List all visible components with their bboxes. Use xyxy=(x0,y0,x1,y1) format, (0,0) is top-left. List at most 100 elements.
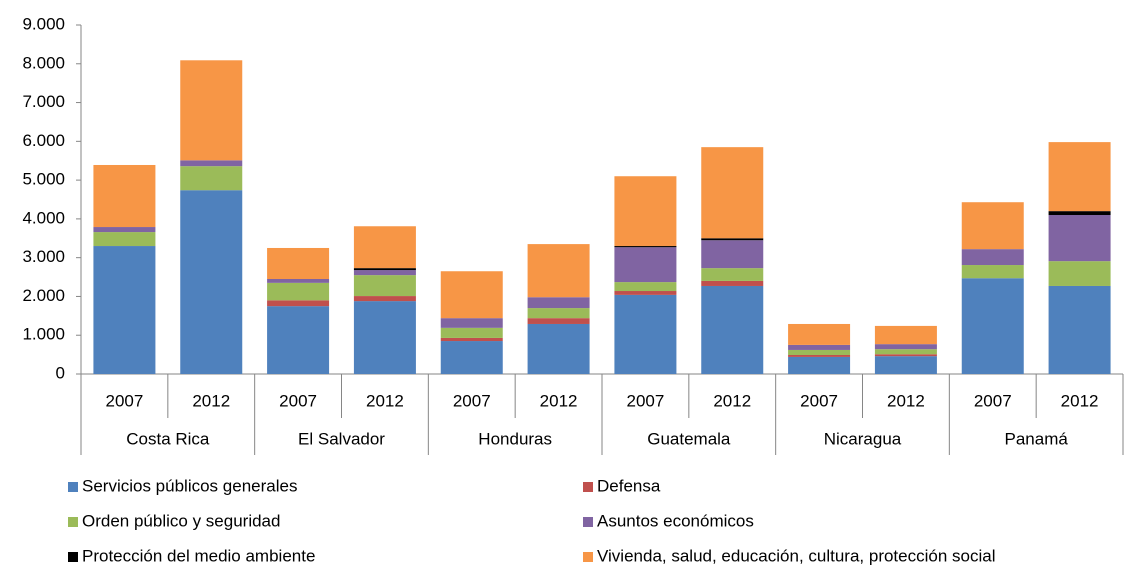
legend-swatch xyxy=(68,552,78,562)
bar-segment xyxy=(440,271,503,319)
legend-label: Servicios públicos generales xyxy=(82,476,297,495)
bar-segment xyxy=(353,226,416,269)
bar-segment xyxy=(1048,211,1111,216)
bar-segment xyxy=(353,301,416,374)
bar-segment xyxy=(527,318,590,324)
y-tick-label: 5.000 xyxy=(22,170,65,189)
legend-label: Vivienda, salud, educación, cultura, pro… xyxy=(597,546,995,565)
group-label: Guatemala xyxy=(647,429,731,448)
bar-segment xyxy=(614,282,677,292)
x-tick-label: 2012 xyxy=(366,391,404,410)
bar-segment xyxy=(874,356,937,374)
bar-segment xyxy=(614,294,677,374)
legend-swatch xyxy=(583,482,593,492)
x-tick-label: 2012 xyxy=(713,391,751,410)
y-tick-label: 6.000 xyxy=(22,131,65,150)
bar-segment xyxy=(701,147,764,239)
bar-segment xyxy=(961,265,1024,279)
bar-segment xyxy=(267,247,330,279)
x-tick-label: 2007 xyxy=(627,391,665,410)
bar-segment xyxy=(1048,142,1111,212)
bar-segment xyxy=(874,344,937,350)
bar-segment xyxy=(788,354,851,357)
bar-segment xyxy=(701,240,764,269)
bar-segment xyxy=(874,349,937,355)
bar-segment xyxy=(788,349,851,355)
x-tick-label: 2012 xyxy=(192,391,230,410)
bar-segment xyxy=(1048,215,1111,262)
bar-segment xyxy=(440,327,503,338)
legend-label: Orden público y seguridad xyxy=(82,511,280,530)
y-tick-label: 9.000 xyxy=(22,14,65,33)
y-tick-label: 1.000 xyxy=(22,325,65,344)
bar-segment xyxy=(180,190,243,374)
bar-segment xyxy=(440,318,503,328)
bar-segment xyxy=(614,291,677,295)
y-tick-label: 0 xyxy=(56,363,65,382)
bar-segment xyxy=(961,202,1024,250)
bar-segment xyxy=(614,246,677,248)
x-tick-label: 2007 xyxy=(974,391,1012,410)
bar-segment xyxy=(961,278,1024,374)
legend-swatch xyxy=(583,552,593,562)
bar-segment xyxy=(93,164,156,228)
x-tick-label: 2007 xyxy=(800,391,838,410)
bar-segment xyxy=(267,300,330,307)
bar-segment xyxy=(353,270,416,276)
legend-label: Defensa xyxy=(597,476,661,495)
bar-segment xyxy=(527,323,590,374)
legend-swatch xyxy=(68,517,78,527)
bar-segment xyxy=(1048,285,1111,374)
bar-segment xyxy=(874,354,937,357)
bar-segment xyxy=(1048,261,1111,286)
bar-segment xyxy=(353,296,416,302)
bar-segment xyxy=(267,306,330,374)
legend-swatch xyxy=(583,517,593,527)
x-tick-label: 2012 xyxy=(540,391,578,410)
bar-segment xyxy=(267,278,330,283)
bar-segment xyxy=(180,60,243,161)
group-label: El Salvador xyxy=(298,429,385,448)
x-tick-label: 2007 xyxy=(106,391,144,410)
x-tick-label: 2007 xyxy=(279,391,317,410)
bar-segment xyxy=(788,356,851,374)
y-tick-label: 2.000 xyxy=(22,286,65,305)
legend-label: Asuntos económicos xyxy=(597,511,754,530)
group-label: Nicaragua xyxy=(824,429,902,448)
bar-segment xyxy=(180,166,243,191)
bar-segment xyxy=(353,275,416,297)
bar-segment xyxy=(180,160,243,167)
bar-segment xyxy=(440,341,503,374)
bar-segment xyxy=(961,249,1024,266)
group-label: Costa Rica xyxy=(126,429,210,448)
bar-segment xyxy=(788,344,851,350)
bar-segment xyxy=(701,238,764,241)
bar-segment xyxy=(93,232,156,247)
x-tick-label: 2012 xyxy=(1061,391,1099,410)
bar-segment xyxy=(614,247,677,283)
group-label: Panamá xyxy=(1005,429,1069,448)
bar-segment xyxy=(93,246,156,374)
bar-segment xyxy=(701,285,764,374)
bar-segment xyxy=(788,323,851,345)
y-tick-label: 3.000 xyxy=(22,247,65,266)
y-tick-label: 7.000 xyxy=(22,92,65,111)
bar-segment xyxy=(527,244,590,298)
y-tick-label: 8.000 xyxy=(22,53,65,72)
bar-segment xyxy=(701,280,764,286)
x-tick-label: 2007 xyxy=(453,391,491,410)
bar-segment xyxy=(440,337,503,342)
bar-segment xyxy=(93,227,156,233)
bar-segment xyxy=(267,282,330,301)
bar-segment xyxy=(527,297,590,309)
bar-segment xyxy=(701,268,764,281)
bar-segment xyxy=(874,325,937,345)
y-tick-label: 4.000 xyxy=(22,208,65,227)
legend-label: Protección del medio ambiente xyxy=(82,546,315,565)
group-label: Honduras xyxy=(478,429,552,448)
bar-segment xyxy=(614,176,677,247)
x-tick-label: 2012 xyxy=(887,391,925,410)
bar-segment xyxy=(353,268,416,271)
bar-segment xyxy=(527,308,590,319)
